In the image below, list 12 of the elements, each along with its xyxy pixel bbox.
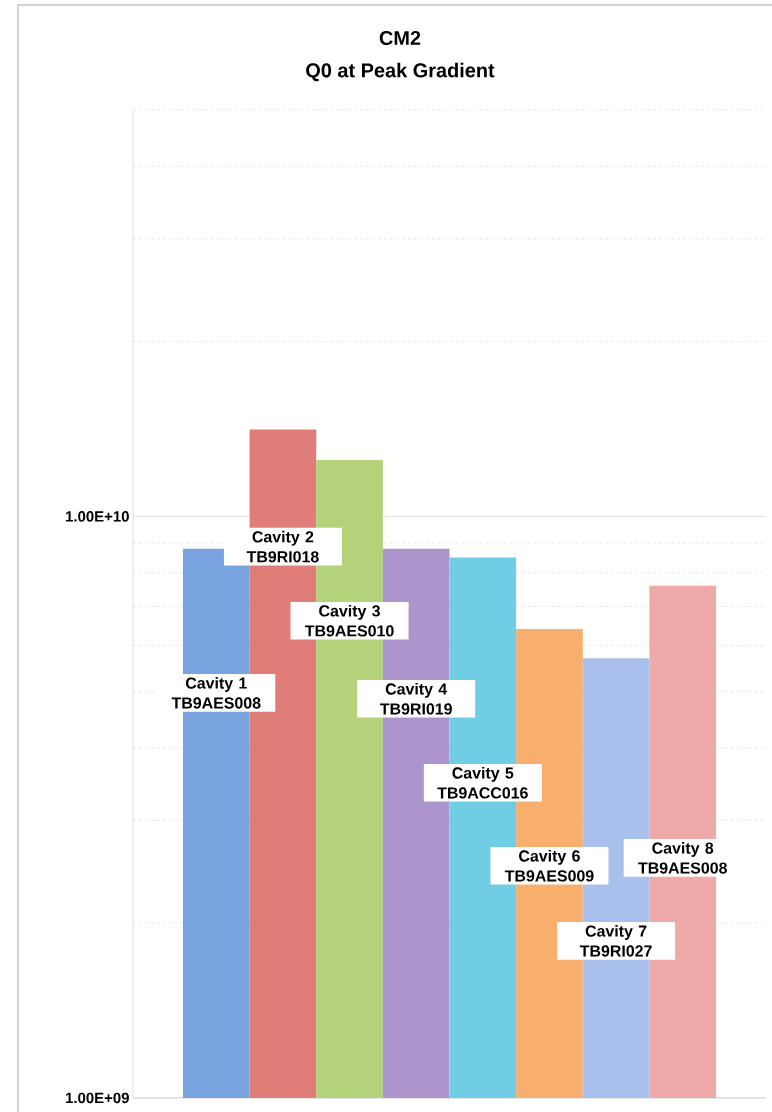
x-tick-label: Cavity 7 TB9RI027 (579, 925, 652, 957)
x-tick-label: Cavity 8 TB9AES008 (638, 842, 727, 874)
x-tick-label: Cavity 2 TB9RI018 (246, 530, 319, 563)
x-tick-label: Cavity 6 TB9AES009 (504, 849, 594, 882)
x-tick-label: Cavity 1 TB9AES008 (171, 677, 261, 709)
y-tick-label: 1.00E+10 (66, 511, 129, 522)
x-tick-label: Cavity 5 TB9ACC016 (437, 766, 528, 799)
x-tick-label: Cavity 3 TB9AES010 (304, 604, 394, 637)
chart-subtitle: Q0 at Peak Gradient (306, 62, 495, 82)
x-tick-label: Cavity 4 TB9RI019 (380, 682, 452, 715)
chart-title: CM2 (379, 30, 421, 46)
y-tick-label: 1.00E+09 (66, 1092, 129, 1104)
